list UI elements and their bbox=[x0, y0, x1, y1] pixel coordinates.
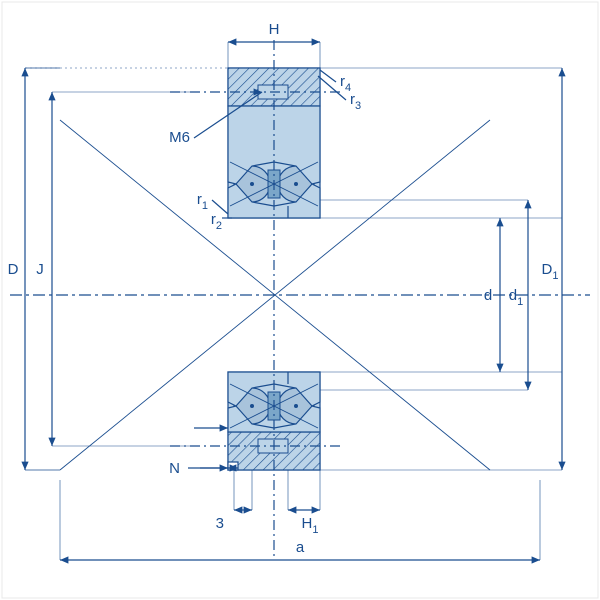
svg-text:r2: r2 bbox=[211, 211, 222, 232]
svg-text:D1: D1 bbox=[542, 261, 559, 282]
svg-text:H: H bbox=[269, 21, 280, 38]
svg-text:H1: H1 bbox=[302, 515, 319, 536]
diagram-svg: r1r2r4r3DJdd1D1HaH13NM6 bbox=[0, 0, 600, 600]
svg-text:r1: r1 bbox=[197, 191, 208, 212]
svg-text:M6: M6 bbox=[169, 129, 190, 146]
svg-text:a: a bbox=[296, 539, 305, 556]
svg-text:3: 3 bbox=[216, 515, 224, 532]
svg-text:d1: d1 bbox=[509, 287, 523, 308]
svg-text:r3: r3 bbox=[350, 91, 361, 112]
svg-text:D: D bbox=[8, 261, 19, 278]
svg-text:d: d bbox=[484, 287, 492, 304]
bearing-section-diagram: r1r2r4r3DJdd1D1HaH13NM6 bbox=[0, 0, 600, 600]
svg-text:N: N bbox=[169, 460, 180, 477]
svg-text:J: J bbox=[36, 261, 44, 278]
